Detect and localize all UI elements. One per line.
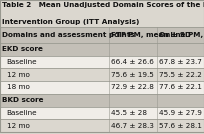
Bar bbox=[0, 27, 204, 43]
Text: Intervention Group (ITT Analysis): Intervention Group (ITT Analysis) bbox=[2, 18, 140, 25]
Bar bbox=[0, 68, 204, 81]
Text: 67.8 ± 23.7: 67.8 ± 23.7 bbox=[159, 59, 202, 65]
Bar bbox=[0, 107, 204, 119]
Text: 75.5 ± 22.2: 75.5 ± 22.2 bbox=[159, 72, 202, 78]
Bar bbox=[0, 94, 204, 107]
Text: 18 mo: 18 mo bbox=[7, 84, 29, 90]
Bar bbox=[0, 119, 204, 132]
Text: 12 mo: 12 mo bbox=[7, 72, 29, 78]
Bar bbox=[0, 81, 204, 94]
Text: Baseline: Baseline bbox=[7, 59, 37, 65]
Bar bbox=[0, 43, 204, 56]
Text: 72.9 ± 22.8: 72.9 ± 22.8 bbox=[111, 84, 154, 90]
Text: Online PM,: Online PM, bbox=[159, 32, 203, 38]
Text: Baseline: Baseline bbox=[7, 110, 37, 116]
Text: 45.9 ± 27.9: 45.9 ± 27.9 bbox=[159, 110, 202, 116]
Text: 45.5 ± 28: 45.5 ± 28 bbox=[111, 110, 147, 116]
Text: Table 2   Mean Unadjusted Domain Scores of the KDQOL-36: Table 2 Mean Unadjusted Domain Scores of… bbox=[2, 2, 204, 8]
Text: EKD score: EKD score bbox=[2, 46, 43, 52]
Text: 46.7 ± 28.3: 46.7 ± 28.3 bbox=[111, 123, 154, 129]
Text: 12 mo: 12 mo bbox=[7, 123, 29, 129]
Text: 66.4 ± 26.6: 66.4 ± 26.6 bbox=[111, 59, 154, 65]
Text: 77.6 ± 22.1: 77.6 ± 22.1 bbox=[159, 84, 202, 90]
Bar bbox=[0, 56, 204, 68]
Text: BKD score: BKD score bbox=[2, 97, 43, 103]
Text: 57.6 ± 28.1: 57.6 ± 28.1 bbox=[159, 123, 202, 129]
Text: FTF PM, mean ± SD: FTF PM, mean ± SD bbox=[111, 32, 191, 38]
Text: 75.6 ± 19.5: 75.6 ± 19.5 bbox=[111, 72, 154, 78]
Text: Domains and assessment points: Domains and assessment points bbox=[2, 32, 135, 38]
Bar bbox=[0, 0, 204, 27]
